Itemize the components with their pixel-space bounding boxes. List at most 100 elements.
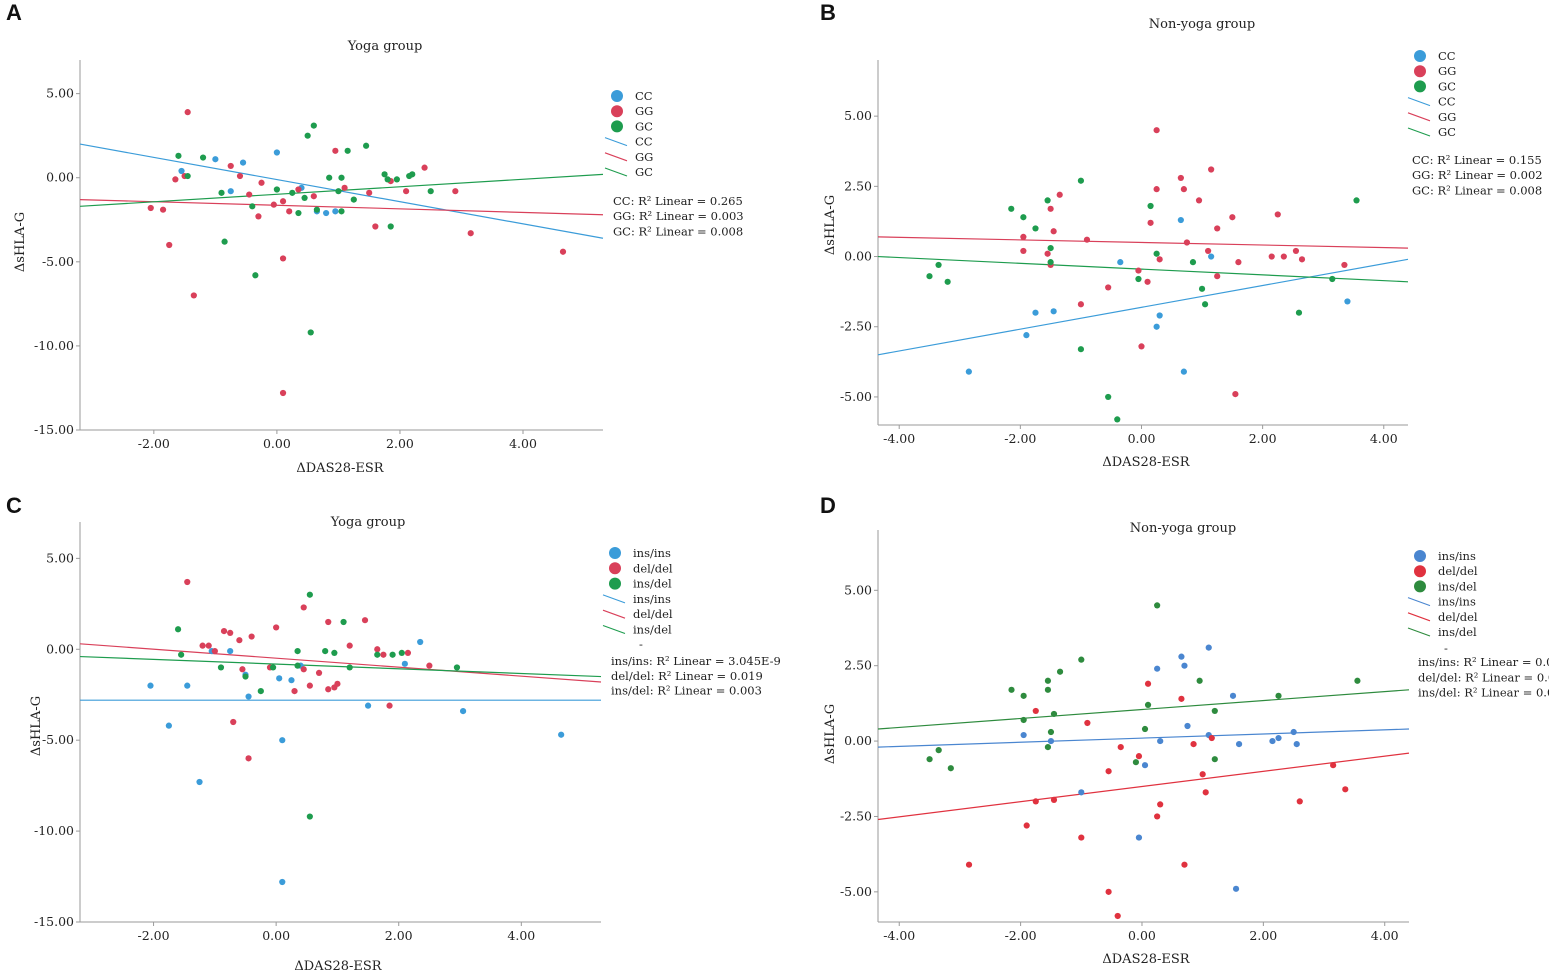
data-point-series-1 [196, 778, 203, 786]
data-point-series-1 [1141, 762, 1149, 769]
data-point-series-2 [245, 755, 252, 762]
data-point-series-3 [295, 209, 302, 217]
data-point-series-2 [1114, 912, 1121, 920]
data-point-series-2 [386, 702, 393, 709]
data-point-series-1 [1344, 298, 1351, 305]
x-tick-label: 4.00 [1370, 431, 1398, 446]
data-point-series-2 [270, 201, 277, 208]
data-point-series-3 [175, 152, 182, 159]
data-point-series-3 [1044, 686, 1052, 693]
data-point-series-3 [242, 673, 249, 680]
data-point-series-1 [1205, 644, 1212, 651]
panel-label: A [6, 0, 22, 25]
data-point-series-3 [1144, 701, 1152, 708]
legend-label: ins/del [633, 577, 672, 591]
y-tick-label: 2.50 [844, 658, 872, 673]
data-point-series-2 [1232, 391, 1239, 398]
data-point-series-1 [1023, 332, 1030, 339]
legend-line-1 [604, 137, 628, 147]
data-point-series-2 [220, 627, 228, 635]
data-point-series-1 [1157, 737, 1164, 745]
data-point-series-2 [236, 172, 244, 180]
data-point-series-2 [1078, 834, 1085, 841]
data-point-series-3 [1141, 725, 1149, 733]
data-point-series-2 [325, 618, 332, 626]
fit-line-2 [877, 236, 1409, 249]
legend-label: ins/ins [1438, 549, 1476, 563]
data-point-series-1 [165, 722, 172, 729]
data-point-series-1 [184, 682, 191, 689]
data-point-series-3 [326, 174, 333, 181]
data-point-series-1 [558, 731, 565, 738]
data-point-series-3 [218, 189, 225, 196]
data-point-series-2 [184, 109, 191, 116]
r-squared-text: ins/del: R² Linear = 0.003 [611, 684, 762, 698]
data-point-series-3 [306, 591, 313, 598]
legend-line-2 [602, 609, 626, 619]
x-axis-label: ΔDAS28-ESR [1102, 455, 1190, 470]
legend-marker-1 [611, 90, 623, 102]
data-point-series-3 [1044, 677, 1052, 684]
data-point-series-1 [1293, 740, 1300, 748]
panel-label: B [820, 0, 836, 25]
data-point-series-3 [935, 747, 942, 754]
legend-label: ins/del [1438, 625, 1477, 639]
data-point-series-1 [1047, 737, 1055, 745]
data-point-series-3 [387, 223, 394, 230]
legend-line-3 [602, 624, 626, 635]
data-point-series-3 [178, 651, 185, 658]
data-point-series-2 [374, 646, 381, 653]
legend-label: GC [1438, 79, 1456, 93]
y-tick-label: 5.00 [844, 582, 872, 597]
data-point-series-2 [1156, 256, 1163, 263]
data-point-series-3 [344, 147, 351, 154]
data-point-series-3 [217, 664, 225, 671]
data-point-series-3 [1295, 309, 1303, 316]
data-point-series-3 [1020, 716, 1027, 724]
legend-marker-2 [1414, 65, 1426, 78]
x-tick-label: 2.00 [1249, 928, 1277, 943]
data-point-series-3 [257, 687, 264, 695]
data-point-series-2 [1147, 219, 1154, 226]
y-tick-label: -10.00 [34, 823, 74, 838]
data-point-series-3 [269, 664, 277, 671]
data-point-series-1 [1269, 737, 1276, 745]
data-point-series-3 [1077, 346, 1085, 353]
fit-line-1 [877, 728, 1410, 748]
fit-line-1 [877, 258, 1409, 356]
legend-label: GC [1438, 125, 1456, 139]
y-tick-label: -5.00 [840, 389, 872, 404]
data-point-series-3 [935, 261, 942, 269]
data-point-series-2 [1135, 267, 1142, 274]
data-point-series-2 [1032, 798, 1039, 805]
data-point-series-3 [393, 176, 400, 183]
data-point-series-2 [279, 198, 287, 205]
fit-line-3 [79, 655, 602, 678]
data-point-series-2 [1190, 740, 1197, 748]
y-tick-label: 5.00 [46, 550, 74, 565]
data-point-series-1 [239, 159, 247, 166]
legend-line-1 [1407, 97, 1431, 107]
data-point-series-3 [1114, 416, 1121, 423]
data-point-series-2 [190, 292, 197, 299]
legend-marker-3 [611, 120, 623, 133]
legend-line-3 [1407, 627, 1431, 637]
data-point-series-1 [1229, 692, 1237, 699]
data-point-series-3 [338, 208, 345, 215]
data-point-series-3 [1044, 197, 1051, 204]
data-point-series-2 [1050, 228, 1057, 235]
data-point-series-3 [1056, 668, 1064, 675]
data-point-series-2 [273, 624, 280, 631]
x-tick-label: -2.00 [1005, 928, 1037, 943]
data-point-series-1 [212, 156, 219, 163]
data-point-series-3 [1047, 259, 1054, 266]
data-point-series-3 [1050, 710, 1058, 718]
r-squared-text: CC: R² Linear = 0.265 [613, 194, 743, 208]
data-point-series-3 [199, 154, 207, 161]
data-point-series-2 [1020, 247, 1027, 255]
data-point-series-1 [965, 368, 972, 375]
data-point-series-3 [313, 206, 320, 213]
legend-marker-2 [1414, 565, 1426, 578]
data-point-series-3 [184, 172, 191, 180]
